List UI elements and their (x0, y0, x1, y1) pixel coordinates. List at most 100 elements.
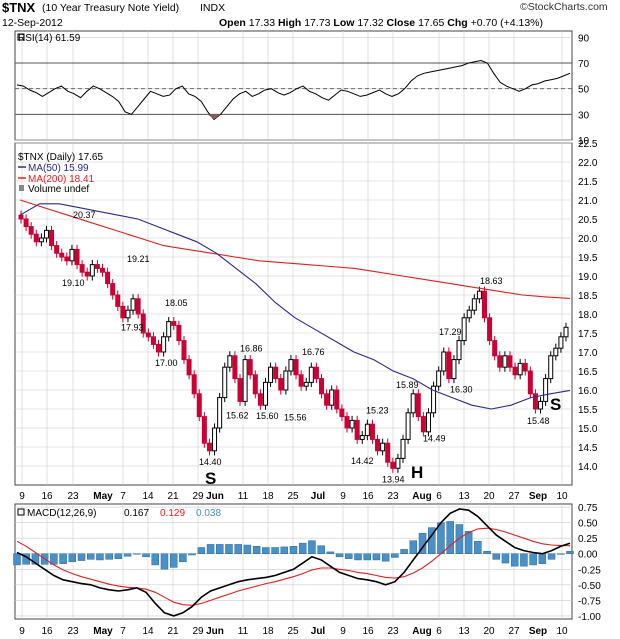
macd-histogram-bar (59, 553, 67, 564)
candle-body (257, 393, 263, 406)
candle-body (283, 370, 289, 391)
candle-body (273, 366, 279, 380)
macd-x-label: 9 (19, 626, 25, 637)
candle-body (79, 264, 85, 273)
macd-x-label: 27 (508, 626, 520, 637)
candle-body (385, 442, 391, 463)
price-x-label: 27 (508, 491, 520, 502)
macd-histogram-bar (345, 553, 353, 559)
macd-x-label: 13 (458, 626, 470, 637)
candle-body (69, 248, 75, 262)
macd-histogram-bar (96, 553, 104, 561)
macd-tick-label: 0.25 (578, 534, 598, 545)
candle-body (446, 351, 452, 380)
macd-histogram-bar (409, 540, 418, 554)
macd-value: 0.167 (124, 508, 149, 519)
macd-histogram-bar (446, 521, 454, 554)
macd-histogram-bar (354, 553, 362, 561)
rsi-tick-label: 30 (578, 110, 590, 121)
price-x-label: 11 (238, 491, 249, 502)
macd-histogram-bar (280, 546, 289, 554)
price-tick-label: 17.0 (578, 348, 598, 359)
candle-body (237, 378, 243, 402)
ohlc-readout: Open 17.33 High 17.73 Low 17.32 Close 17… (219, 17, 543, 29)
macd-histogram-bar (335, 553, 344, 558)
candle-body (181, 340, 187, 361)
macd-histogram-bar (520, 553, 528, 567)
price-tick-label: 20.5 (578, 215, 598, 226)
macd-histogram-bar (160, 553, 169, 570)
macd-histogram-bar (289, 546, 298, 554)
candle-body (517, 362, 523, 376)
candle-body (492, 340, 498, 357)
macd-histogram-bar (363, 553, 371, 561)
candle-body (527, 370, 533, 395)
macd-histogram-bar (225, 544, 233, 554)
price-annotation-label: 13.94 (382, 474, 405, 484)
price-annotation-label: 14.49 (423, 433, 446, 443)
macd-histogram-bar (262, 547, 270, 554)
macd-histogram-bar (271, 547, 279, 554)
candle-body (247, 359, 253, 376)
macd-x-label: 29 (192, 626, 204, 637)
candle-body (49, 229, 55, 247)
price-x-label: 18 (262, 491, 274, 502)
candle-body (262, 381, 268, 406)
candle-body (487, 317, 493, 342)
candle-body (18, 214, 24, 220)
candle-body (324, 393, 330, 406)
macd-x-label: 18 (262, 626, 274, 637)
high-label: High (277, 17, 302, 29)
macd-histogram-bar (547, 553, 556, 560)
candle-body (125, 309, 131, 319)
candle-body (375, 438, 381, 452)
candle-body (441, 351, 447, 372)
candle-body (166, 321, 172, 338)
candle-body (156, 343, 162, 353)
candle-body (476, 290, 482, 300)
macd-histogram-bar (483, 550, 491, 554)
candle-body (110, 283, 116, 296)
candle-body (431, 385, 437, 414)
candle-body (512, 366, 518, 376)
macd-histogram-bar (234, 544, 242, 554)
macd-x-label: 16 (362, 626, 374, 637)
candle-body (84, 271, 90, 277)
price-tick-label: 22.5 (578, 139, 598, 150)
candle-body (364, 423, 370, 437)
candle-body (135, 298, 141, 315)
rsi-tick-label: 90 (578, 33, 590, 44)
macd-tick-label: 0.00 (578, 550, 598, 561)
candle-body (507, 355, 513, 368)
candle-body (558, 336, 564, 349)
macd-x-label: May (93, 626, 113, 637)
price-tick-label: 19.0 (578, 272, 598, 283)
candle-body (206, 442, 212, 452)
macd-tick-label: -0.50 (578, 581, 601, 592)
price-x-label: 14 (142, 491, 154, 502)
price-x-label: 13 (458, 491, 470, 502)
price-x-label: 9 (19, 491, 25, 502)
macd-line (16, 508, 571, 617)
candle-body (227, 355, 233, 368)
candle-body (232, 355, 238, 380)
candle-body (563, 326, 569, 338)
candle-body (176, 324, 182, 342)
macd-tick-label: -1.00 (578, 612, 601, 623)
candle-body (329, 389, 335, 406)
candle-body (410, 393, 416, 414)
symbol-name: (10 Year Treasury Note Yield) (42, 2, 180, 14)
pattern-label-right-shoulder: S (550, 395, 561, 414)
macd-histogram-bar (151, 553, 159, 566)
ma200-legend: MA(200) 18.41 (28, 174, 95, 185)
candle-body (23, 218, 29, 228)
price-x-label: Aug (412, 491, 431, 502)
candle-body (278, 378, 284, 391)
price-x-label: 21 (167, 491, 179, 502)
price-annotation-label: 15.60 (256, 411, 279, 421)
price-legend-main: $TNX (Daily) 17.65 (18, 152, 103, 163)
candle-body (33, 233, 39, 243)
macd-x-label: 10 (556, 626, 568, 637)
macd-histogram-bar (142, 553, 150, 558)
macd-histogram-bar (105, 553, 113, 560)
